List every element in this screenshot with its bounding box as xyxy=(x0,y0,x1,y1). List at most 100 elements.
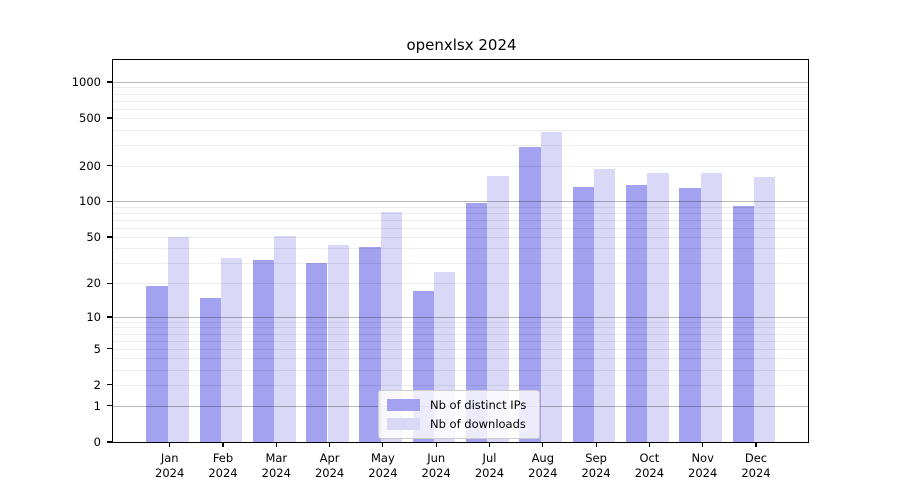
x-tick xyxy=(755,442,757,447)
bar-distinct-ips xyxy=(146,285,168,442)
y-tick xyxy=(106,348,112,350)
legend-label: Nb of distinct IPs xyxy=(430,398,527,412)
legend-swatch-distinct-ips xyxy=(387,399,420,411)
y-tick-label: 0 xyxy=(93,435,101,449)
y-tick xyxy=(106,282,112,284)
x-tick-label: Sep 2024 xyxy=(564,451,628,481)
x-tick-label: Aug 2024 xyxy=(511,451,575,481)
y-tick xyxy=(106,441,112,443)
y-tick-label: 2 xyxy=(93,377,101,392)
y-tick-label: 50 xyxy=(86,230,101,245)
bar-downloads xyxy=(487,176,509,442)
bar-downloads xyxy=(167,237,189,442)
x-tick-label: Apr 2024 xyxy=(298,451,362,481)
bar-distinct-ips xyxy=(519,146,541,442)
y-tick-label: 200 xyxy=(79,158,101,173)
x-tick-year: 2024 xyxy=(474,466,505,480)
y-tick xyxy=(106,384,112,386)
gridline-minor xyxy=(113,129,808,131)
x-tick-month: Jul xyxy=(482,451,497,465)
x-tick-month: Sep xyxy=(585,451,607,465)
bar-distinct-ips xyxy=(306,263,328,442)
x-tick xyxy=(382,442,384,447)
x-tick xyxy=(648,442,650,447)
legend: Nb of distinct IPs Nb of downloads xyxy=(378,390,541,439)
legend-entry: Nb of downloads xyxy=(387,417,526,431)
y-tick-label: 5 xyxy=(93,341,101,356)
bar-downloads xyxy=(380,211,403,442)
x-tick-month: Apr xyxy=(319,451,340,465)
y-tick-label: 10 xyxy=(86,310,101,325)
bar-distinct-ips xyxy=(625,184,648,442)
bar-distinct-ips xyxy=(466,203,488,442)
y-tick xyxy=(106,236,112,238)
y-tick-label: 1 xyxy=(93,398,101,413)
bar-distinct-ips xyxy=(679,187,701,442)
x-tick-year: 2024 xyxy=(314,466,345,480)
y-tick xyxy=(106,200,112,203)
bar-downloads xyxy=(220,258,243,442)
x-tick xyxy=(542,442,544,447)
gridline-minor xyxy=(113,93,808,95)
x-tick-label: Dec 2024 xyxy=(724,451,788,481)
y-tick-label: 500 xyxy=(79,111,101,126)
x-tick xyxy=(329,442,331,447)
x-tick-year: 2024 xyxy=(741,466,771,480)
x-tick-month: Dec xyxy=(744,451,768,465)
chart-title: openxlsx 2024 xyxy=(406,36,517,54)
gridline-minor xyxy=(113,100,808,102)
bar-distinct-ips xyxy=(572,186,594,442)
x-tick-label: Oct 2024 xyxy=(617,451,681,481)
x-tick-month: Jun xyxy=(427,451,446,465)
x-tick xyxy=(595,442,597,447)
bar-distinct-ips xyxy=(252,259,275,442)
x-tick xyxy=(169,442,171,447)
x-tick-year: 2024 xyxy=(688,466,718,480)
y-tick-label: 20 xyxy=(86,276,101,291)
x-tick-month: Jan xyxy=(160,451,179,465)
x-tick-month: Mar xyxy=(265,451,288,465)
bar-distinct-ips xyxy=(199,297,221,442)
x-tick-year: 2024 xyxy=(421,466,451,480)
x-tick-year: 2024 xyxy=(581,466,611,480)
bar-downloads xyxy=(753,176,776,442)
plot-area: 0 1 2 5 10 20 50 100 200 500 1000 Jan 2024 Feb 2024 Mar… xyxy=(72,59,809,480)
x-tick-year: 2024 xyxy=(261,466,291,480)
gridline-major xyxy=(113,81,808,83)
gridline-minor xyxy=(113,165,808,167)
bar-distinct-ips xyxy=(359,247,381,442)
gridline-minor xyxy=(113,87,808,89)
x-tick xyxy=(435,442,437,447)
x-tick-year: 2024 xyxy=(368,466,398,480)
bar-downloads xyxy=(540,131,563,442)
y-tick xyxy=(106,117,112,119)
x-tick-month: Feb xyxy=(212,451,234,465)
bar-downloads xyxy=(647,172,669,442)
x-tick xyxy=(275,442,277,447)
legend-entry: Nb of distinct IPs xyxy=(387,398,526,412)
y-tick-label: 100 xyxy=(79,194,101,209)
x-tick-year: 2024 xyxy=(528,466,558,480)
bar-distinct-ips xyxy=(732,205,754,442)
x-tick xyxy=(222,442,224,447)
x-tick-label: May 2024 xyxy=(351,451,415,481)
x-tick-label: Nov 2024 xyxy=(671,451,735,481)
x-tick-month: Aug xyxy=(531,451,555,465)
x-tick-year: 2024 xyxy=(634,466,665,480)
bar-downloads xyxy=(327,244,349,442)
x-tick-label: Feb 2024 xyxy=(191,451,255,481)
x-tick-month: Oct xyxy=(639,451,660,465)
bar-downloads xyxy=(274,236,296,442)
y-tick xyxy=(106,405,112,407)
legend-swatch-downloads xyxy=(387,418,420,430)
x-tick-month: May xyxy=(371,451,395,465)
x-tick xyxy=(702,442,704,447)
gridline-minor xyxy=(113,118,808,120)
x-tick-year: 2024 xyxy=(155,466,185,480)
gridline-minor xyxy=(113,108,808,110)
x-tick-label: Jan 2024 xyxy=(138,451,202,481)
x-tick-label: Jun 2024 xyxy=(404,451,468,481)
x-tick-label: Jul 2024 xyxy=(458,451,522,481)
bar-downloads xyxy=(594,169,616,442)
